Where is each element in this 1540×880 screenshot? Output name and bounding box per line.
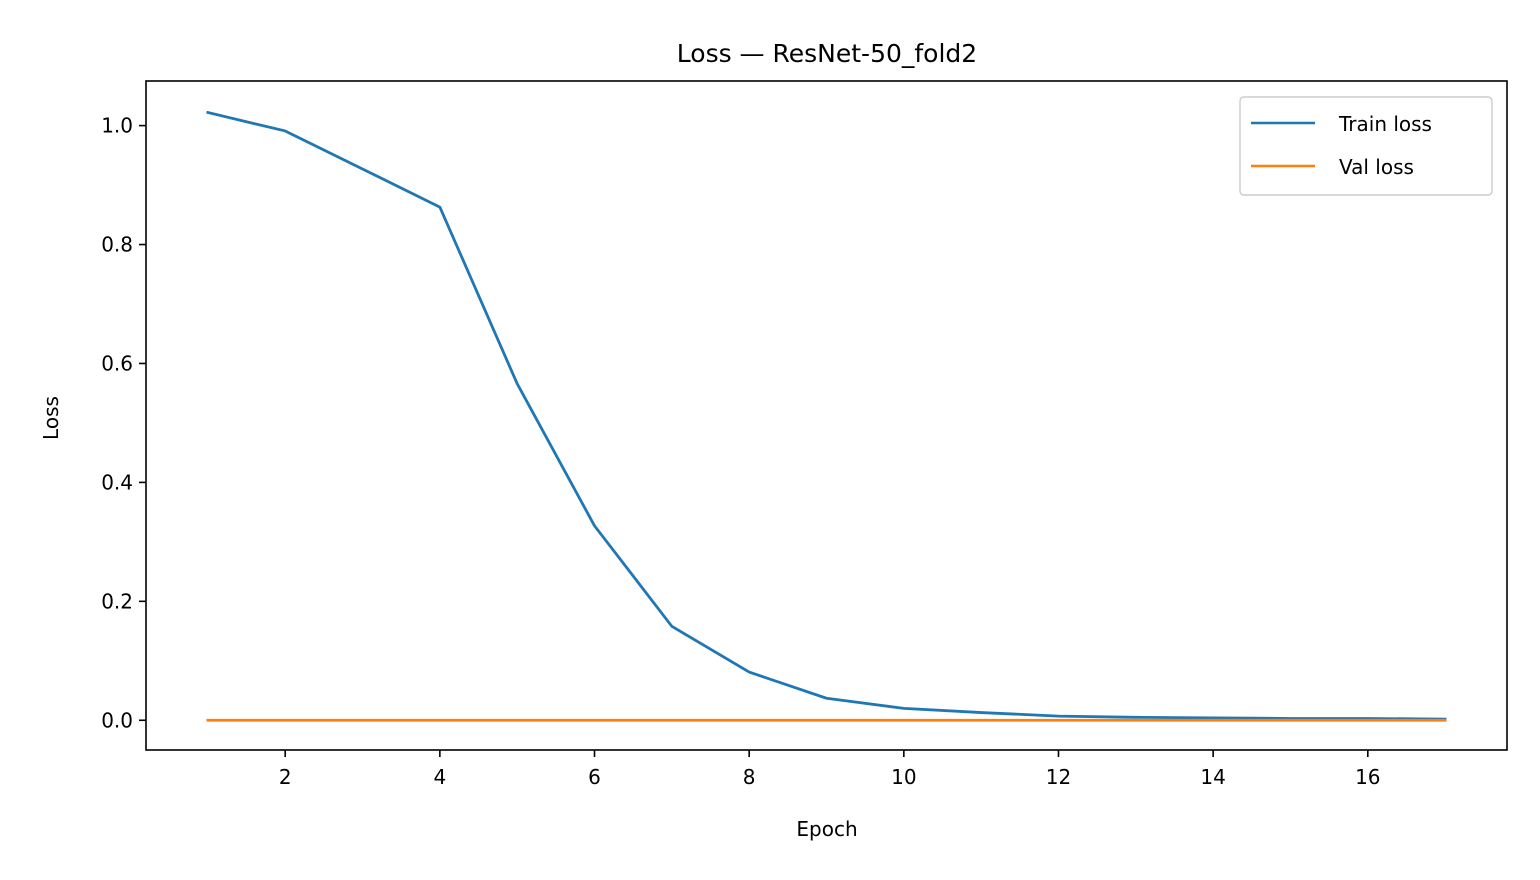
x-tick-label: 2 xyxy=(279,765,292,789)
y-tick-label: 0.0 xyxy=(101,708,133,732)
series-layer xyxy=(206,110,1447,722)
x-tick-label: 6 xyxy=(588,765,601,789)
y-tick-label: 0.4 xyxy=(101,470,133,494)
y-tick-label: 0.2 xyxy=(101,589,133,613)
x-tick-label: 12 xyxy=(1046,765,1071,789)
x-tick-label: 4 xyxy=(433,765,446,789)
plot-area-frame xyxy=(145,80,1508,751)
legend-label-val-loss: Val loss xyxy=(1339,155,1414,179)
series-line-train-loss xyxy=(206,110,1447,721)
y-tick-label: 1.0 xyxy=(101,114,133,138)
legend-label-train-loss: Train loss xyxy=(1338,112,1432,136)
legend: Train loss Val loss xyxy=(1239,96,1493,196)
legend-frame xyxy=(1239,96,1493,196)
x-tick-label: 8 xyxy=(743,765,756,789)
x-tick-label: 10 xyxy=(891,765,916,789)
x-tick-label: 14 xyxy=(1200,765,1225,789)
axis-ticks: 2 4 6 8 10 12 14 16 0.0 0.2 0.4 0.6 0.8 1.0 xyxy=(101,114,1380,789)
chart-title: Loss — ResNet-50_fold2 xyxy=(677,39,977,68)
y-tick-label: 0.8 xyxy=(101,233,133,257)
x-tick-label: 16 xyxy=(1355,765,1380,789)
y-tick-label: 0.6 xyxy=(101,351,133,375)
y-axis-label: Loss xyxy=(39,396,63,440)
x-axis-label: Epoch xyxy=(796,817,857,841)
